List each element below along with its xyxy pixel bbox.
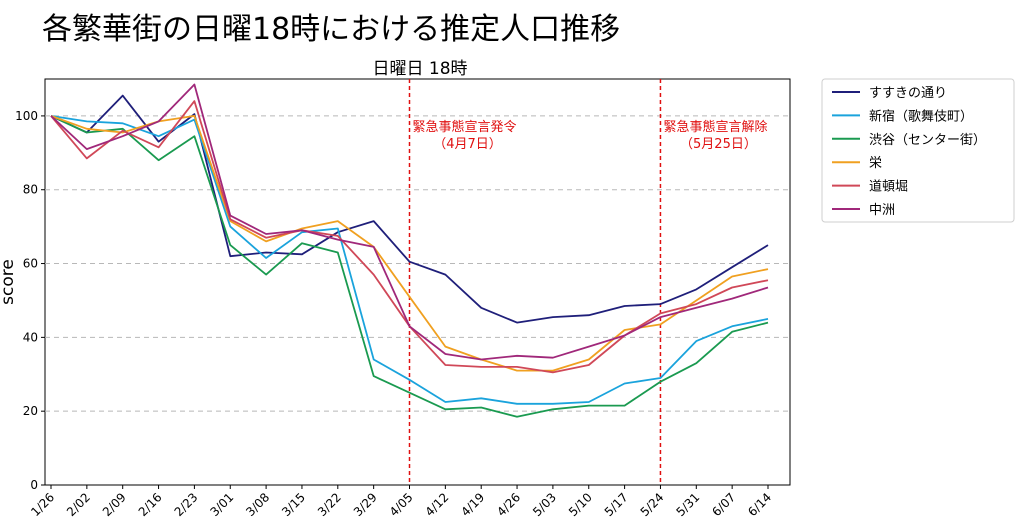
y-tick-label: 0: [30, 478, 38, 492]
x-tick-label: 5/03: [530, 490, 559, 519]
legend-entry: すすきの通り: [869, 86, 947, 101]
legend-entry: 新宿（歌舞伎町）: [869, 108, 973, 124]
x-tick-label: 5/24: [638, 490, 667, 519]
legend-box: [821, 78, 1015, 223]
x-tick-label: 4/12: [423, 490, 452, 519]
series-line-2: [50, 115, 769, 418]
x-tick-label: 2/23: [172, 490, 201, 519]
y-tick-label: 80: [23, 183, 38, 197]
event-label: 緊急事態宣言解除: [663, 119, 767, 135]
x-tick-label: 6/14: [745, 490, 774, 519]
y-axis-label: score: [0, 259, 18, 305]
plot-area: [44, 78, 791, 486]
series-lines: [50, 83, 769, 418]
event-date-label: （5月25日）: [680, 137, 757, 152]
event-label: 緊急事態宣言発令: [413, 119, 517, 135]
legend-entry: 栄: [869, 156, 882, 171]
x-tick-label: 5/17: [602, 490, 631, 519]
x-tick-label: 4/19: [458, 490, 487, 519]
event-date-label: （4月7日）: [433, 137, 502, 152]
y-tick-label: 20: [23, 404, 38, 418]
legend-entry: 渋谷（センター街）: [869, 133, 986, 148]
x-tick-label: 4/26: [494, 490, 523, 519]
x-tick-label: 2/09: [100, 490, 129, 519]
legend-entry: 道頓堀: [869, 180, 908, 195]
x-tick-label: 3/22: [315, 490, 344, 519]
x-tick-label: 2/16: [136, 490, 165, 519]
y-tick-label: 60: [23, 257, 38, 271]
x-tick-label: 5/10: [566, 490, 595, 519]
series-line-3: [50, 115, 769, 372]
x-tick-label: 6/07: [709, 490, 738, 519]
x-tick-label: 3/29: [351, 490, 380, 519]
x-tick-label: 3/08: [243, 490, 272, 519]
y-tick-label: 40: [23, 330, 38, 344]
series-line-5: [50, 83, 769, 361]
y-tick-label: 100: [15, 109, 38, 123]
x-tick-label: 3/01: [207, 490, 236, 519]
legend-entry: 中洲: [869, 203, 895, 218]
x-tick-label: 3/15: [279, 490, 308, 519]
event-annotations: 緊急事態宣言発令 （4月7日） 緊急事態宣言解除 （5月25日）: [408, 79, 767, 485]
grid-lines: [45, 115, 790, 412]
x-tick-label: 5/31: [673, 490, 702, 519]
x-tick-label: 4/05: [387, 490, 416, 519]
page-title: 各繁華街の日曜18時における推定人口推移: [42, 12, 621, 47]
x-tick-label: 1/26: [28, 490, 57, 519]
x-tick-label: 2/02: [64, 490, 93, 519]
chart-title: 日曜日 18時: [372, 59, 467, 79]
